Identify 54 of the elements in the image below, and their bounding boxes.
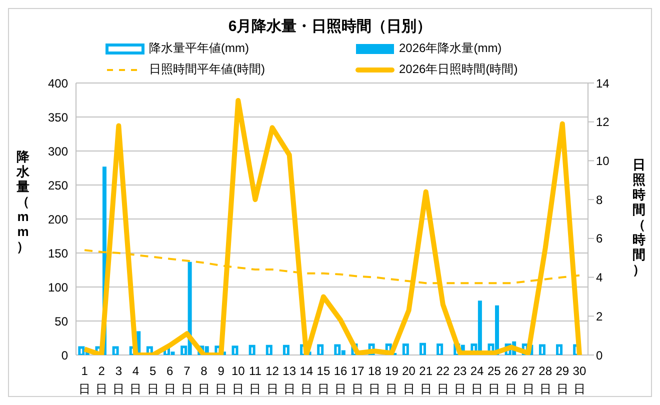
x-tick-label: 14日 [300,364,314,396]
y-tick-label: 300 [48,144,68,158]
y2-tick-label: 2 [596,309,603,324]
x-tick-label: 15日 [316,364,330,396]
y-tick-label: 0 [61,348,68,362]
legend-label: 2026年降水量(mm) [398,40,503,57]
x-tick-label: 8日 [198,364,210,396]
y-axis-title: 降水量（mm） [16,149,30,254]
legend-label: 日照時間平年値(時間) [148,61,266,78]
y2-axis-title: 日照時間（時間） [632,157,646,277]
legend-label: 2026年日照時間(時間) [398,61,519,78]
x-tick-label: 6日 [164,364,176,396]
x-tick-label: 30日 [572,364,586,396]
x-tick-label: 28日 [538,364,552,396]
y2-tick-label: 8 [596,192,603,207]
x-tick-label: 24日 [470,364,484,396]
y-tick-label: 50 [54,314,68,328]
x-tick-label: 29日 [556,364,570,396]
x-tick-label: 3日 [112,364,125,396]
x-tick-label: 27日 [522,364,536,396]
x-tick-label: 9日 [215,364,228,396]
x-tick-label: 19日 [385,364,399,396]
legend-label: 降水量平年値(mm) [148,40,250,57]
y-tick-label: 100 [48,280,68,294]
x-tick-label: 22日 [436,364,450,396]
y2-tick-label: 10 [596,154,610,168]
x-tick-label: 21日 [419,364,433,396]
y2-tick-label: 14 [596,76,610,90]
y-tick-label: 250 [48,178,68,192]
y-tick-label: 400 [48,76,68,90]
y2-tick-label: 12 [596,115,610,130]
x-tick-label: 26日 [504,364,518,396]
y-tick-label: 150 [48,246,68,260]
x-tick-label: 12日 [266,364,280,396]
y-tick-label: 350 [48,110,68,124]
y-tick-label: 200 [48,212,68,226]
y2-tick-label: 0 [596,348,603,362]
y2-tick-label: 4 [596,270,603,285]
y2-tick-label: 6 [596,232,603,246]
x-tick-label: 7日 [180,364,193,396]
x-tick-label: 4日 [130,364,142,396]
x-tick-label: 23日 [453,364,467,396]
x-tick-label: 2日 [96,364,108,396]
x-tick-label: 18日 [368,364,382,396]
x-tick-label: 20日 [402,364,416,396]
x-tick-label: 17日 [350,364,365,396]
x-tick-label: 13日 [282,364,296,396]
x-tick-label: 10日 [231,364,246,396]
x-tick-label: 25日 [487,364,502,396]
x-tick-label: 5日 [146,364,159,396]
x-tick-label: 16日 [334,364,348,396]
chart-title: 6月降水量・日照時間（日別） [227,17,433,36]
x-tick-label: 1日 [78,364,91,396]
x-tick-label: 11日 [248,364,262,396]
